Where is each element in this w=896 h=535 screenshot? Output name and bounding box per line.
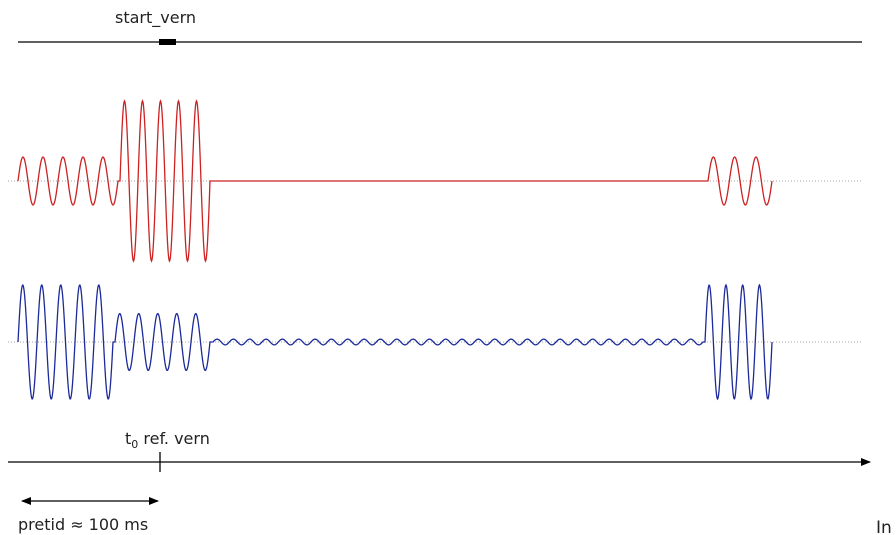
t0-label: t0 ref. vern — [125, 429, 210, 451]
t0-label-rest: ref. vern — [138, 429, 210, 448]
red-signal-wave — [17, 99, 773, 263]
t0-label-main: t — [125, 429, 131, 448]
edge-text: In — [876, 518, 892, 535]
blue-signal-wave — [17, 283, 773, 401]
t0-label-subscript: 0 — [131, 438, 138, 451]
duration-label: pretid ≈ 100 ms — [18, 515, 148, 534]
start-marker-label: start_vern — [115, 8, 196, 28]
start-marker — [159, 39, 176, 45]
